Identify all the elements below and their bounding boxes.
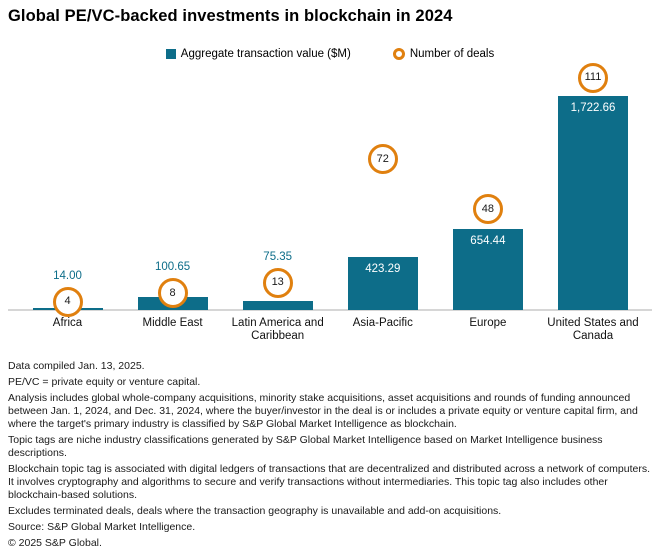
value-label-europe: 654.44 — [470, 234, 506, 247]
legend-number-of-deals-label: Number of deals — [409, 48, 495, 60]
category-label-asia-pacific: Asia-Pacific — [352, 317, 413, 329]
footnote-pevc-definition: PE/VC = private equity or venture capita… — [8, 376, 201, 388]
category-label-europe: Europe — [469, 317, 507, 329]
value-label-united-states-and-canada: 1,722.66 — [570, 102, 616, 114]
footnotes: Data compiled Jan. 13, 2025. PE/VC = pri… — [8, 360, 654, 553]
legend-transaction-value-label: Aggregate transaction value ($M) — [180, 48, 351, 60]
bar-united-states-and-canada — [558, 96, 628, 310]
bar-series-swatch-icon — [165, 49, 176, 59]
deals-marker-africa: 4 — [52, 286, 83, 317]
x-axis-line — [8, 309, 652, 311]
footnote-analysis-scope: Analysis includes global whole-company a… — [8, 392, 638, 430]
category-label-united-states-and-canada: United States and Canada — [547, 317, 639, 342]
deals-marker-united-states-and-canada: 111 — [578, 62, 608, 93]
legend-item-transaction-value: Aggregate transaction value ($M) — [165, 48, 351, 60]
legend-item-number-of-deals: Number of deals — [392, 48, 495, 60]
value-label-africa: 14.00 — [53, 269, 82, 282]
chart-title: Global PE/VC-backed investments in block… — [8, 7, 453, 25]
footnote-data-compiled: Data compiled Jan. 13, 2025. — [8, 360, 145, 372]
legend: Aggregate transaction value ($M) Number … — [0, 48, 660, 60]
bar-asia-pacific — [347, 257, 418, 310]
footnote-exclusions: Excludes terminated deals, deals where t… — [8, 505, 502, 517]
category-label-middle-east: Middle East — [142, 317, 203, 329]
footnote-blockchain-definition: Blockchain topic tag is associated with … — [8, 463, 651, 501]
deals-marker-latin-america-and-caribbean: 13 — [262, 267, 293, 298]
value-label-latin-america-and-caribbean: 75.35 — [263, 250, 293, 263]
deals-marker-middle-east: 8 — [157, 278, 188, 309]
footnote-topic-tags: Topic tags are niche industry classifica… — [8, 434, 603, 459]
bar-latin-america-and-caribbean — [242, 300, 313, 310]
category-label-latin-america-and-caribbean: Latin America and Caribbean — [231, 317, 324, 342]
deals-series-swatch-icon — [392, 48, 405, 60]
value-label-asia-pacific: 423.29 — [365, 263, 401, 276]
deals-marker-europe: 48 — [472, 194, 503, 225]
bar-europe — [452, 228, 523, 310]
footnote-copyright: © 2025 S&P Global. — [8, 537, 102, 549]
deals-marker-asia-pacific: 72 — [367, 144, 398, 175]
category-label-africa: Africa — [52, 317, 83, 329]
footnote-source: Source: S&P Global Market Intelligence. — [8, 521, 196, 533]
value-label-middle-east: 100.65 — [155, 261, 191, 274]
